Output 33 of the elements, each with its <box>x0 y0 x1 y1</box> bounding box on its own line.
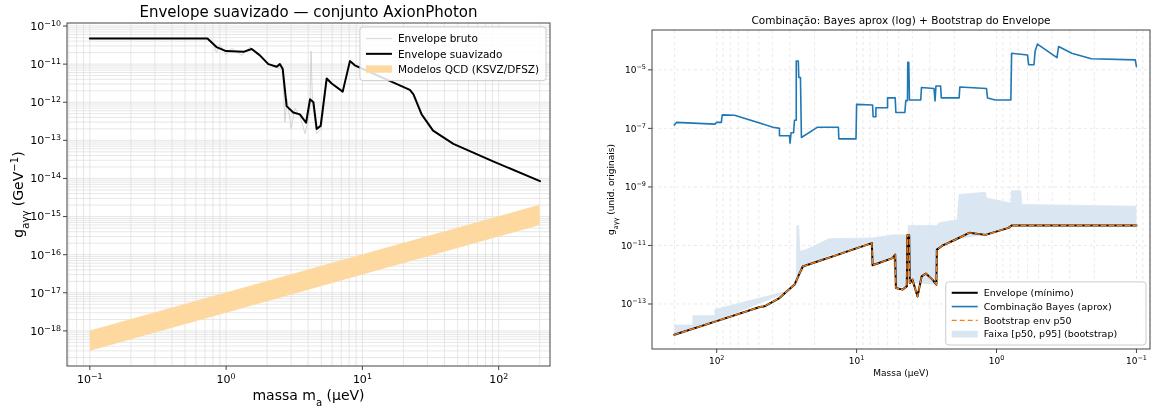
x-tick-label: 10$^{1}$ <box>848 354 865 366</box>
x-tick-label: 10$^{2}$ <box>489 371 509 386</box>
y-tick-label: 10$^{−13}$ <box>620 297 646 310</box>
x-tick-label: 10$^{−1}$ <box>77 371 103 386</box>
legend-label: Bootstrap env p50 <box>983 314 1072 326</box>
y-tick-label: 10$^{−11}$ <box>30 56 61 71</box>
y-tick-label: 10$^{−9}$ <box>625 180 646 193</box>
legend-label: Envelope suavizado <box>397 47 503 60</box>
y-tick-label: 10$^{−13}$ <box>30 132 61 148</box>
y-tick-label: 10$^{−16}$ <box>30 247 61 262</box>
chart-title: Envelope suavizado — conjunto AxionPhoton <box>139 3 478 21</box>
x-tick-label: 10$^{2}$ <box>708 354 725 366</box>
y-tick-label: 10$^{−5}$ <box>625 63 646 75</box>
x-axis-title: massa m$_{a}$ (μeV) <box>252 387 365 408</box>
legend-label: Combinação Bayes (aprox) <box>983 300 1112 312</box>
x-tick-label: 10$^{0}$ <box>988 354 1005 366</box>
legend-label: Modelos QCD (KSVZ/DFSZ) <box>397 62 540 75</box>
x-tick-label: 10$^{−1}$ <box>1125 354 1147 366</box>
x-tick-label: 10$^{0}$ <box>216 371 236 386</box>
chart-title: Combinação: Bayes aprox (log) + Bootstrap do Envelope <box>751 14 1051 26</box>
legend-label: Envelope (mínimo) <box>983 287 1074 299</box>
y-tick-label: 10$^{−11}$ <box>620 238 646 251</box>
y-tick-label: 10$^{−14}$ <box>30 170 61 186</box>
y-tick-label: 10$^{−18}$ <box>30 323 61 338</box>
legend-label: Envelope bruto <box>397 32 478 45</box>
y-tick-label: 10$^{−7}$ <box>625 121 646 134</box>
y-tick-label: 10$^{−15}$ <box>30 208 61 224</box>
x-axis-title: Massa (μeV) <box>873 368 929 378</box>
legend-label: Faixa [p50, p95] (bootstrap) <box>983 328 1118 340</box>
y-tick-label: 10$^{−10}$ <box>30 18 61 33</box>
x-tick-label: 10$^{1}$ <box>352 371 372 386</box>
y-tick-label: 10$^{−17}$ <box>30 285 61 300</box>
y-tick-label: 10$^{−12}$ <box>30 94 61 110</box>
